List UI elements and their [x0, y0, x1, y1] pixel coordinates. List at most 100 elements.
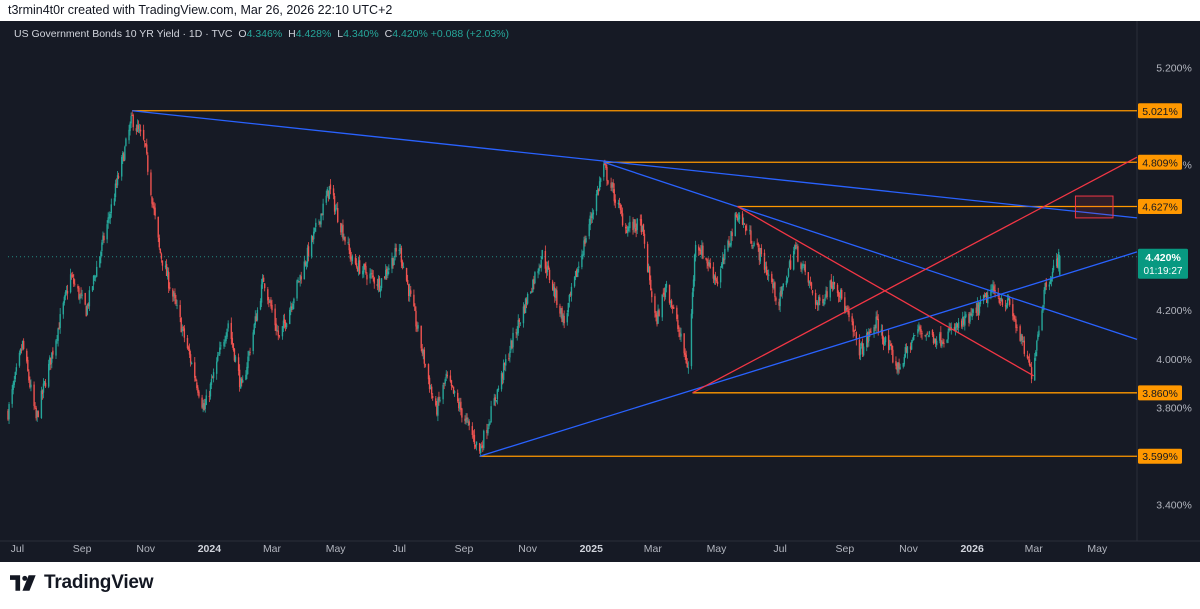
candle-down: [934, 338, 937, 344]
y-tick-label: 3.800%: [1156, 402, 1192, 414]
chart-panel[interactable]: 5.200%4.800%4.200%4.000%3.800%3.400%JulS…: [0, 21, 1200, 562]
candle-down: [676, 307, 678, 320]
candle-down: [356, 267, 359, 272]
candle-up: [719, 269, 722, 283]
candle-up: [92, 275, 95, 285]
candle-down: [27, 359, 29, 371]
candle-up: [534, 272, 536, 283]
candle-up: [824, 297, 826, 302]
candle-up: [205, 395, 207, 405]
candle-up: [36, 410, 38, 417]
candle-down: [158, 237, 160, 248]
candle-up: [913, 335, 915, 341]
candle-down: [683, 333, 685, 354]
candle-up: [1055, 258, 1058, 267]
candle-down: [775, 297, 777, 301]
candle-up: [941, 342, 943, 347]
candle-down: [355, 263, 358, 267]
candle-down: [327, 190, 330, 198]
candle-down: [146, 144, 148, 154]
candle-down: [836, 284, 839, 294]
candle-up: [445, 373, 447, 378]
candle-down: [569, 293, 572, 296]
level-price-label: 5.021%: [1142, 106, 1178, 118]
candle-up: [962, 316, 964, 326]
candle-down: [474, 444, 477, 447]
candle-up: [990, 289, 992, 296]
candle-up: [734, 213, 736, 237]
candle-down: [137, 125, 140, 129]
candle-down: [559, 305, 561, 314]
candle-up: [906, 346, 909, 354]
x-tick-label: May: [1087, 543, 1108, 555]
candle-up: [326, 189, 328, 197]
candle-down: [344, 236, 346, 242]
last-price-label: 4.420%: [1145, 252, 1181, 264]
candle-down: [822, 299, 824, 304]
candle-up: [62, 302, 65, 315]
candle-up: [992, 284, 994, 291]
candle-up: [129, 123, 131, 132]
candle-up: [47, 363, 50, 387]
candle-up: [669, 301, 672, 303]
candle-down: [940, 332, 942, 346]
candle-down: [283, 319, 286, 323]
candle-down: [278, 335, 280, 337]
candle-down: [436, 405, 438, 415]
candle-up: [918, 326, 920, 330]
candle-down: [503, 362, 506, 365]
candle-up: [691, 292, 694, 314]
candle-up: [991, 289, 993, 291]
candle-up: [519, 322, 522, 324]
candle-up: [94, 276, 97, 278]
candle-down: [249, 351, 251, 353]
level-price-label: 3.599%: [1142, 451, 1178, 463]
candle-up: [385, 269, 387, 279]
brand-footer[interactable]: TradingView: [10, 572, 154, 594]
candle-up: [322, 203, 324, 216]
candle-down: [706, 259, 708, 264]
bar-countdown-label: 01:19:27: [1144, 266, 1183, 277]
candle-up: [256, 309, 259, 321]
candle-up: [971, 313, 973, 318]
candle-up: [510, 340, 512, 351]
candle-up: [629, 221, 631, 229]
candle-down: [443, 383, 445, 385]
candle-down: [518, 319, 520, 322]
candle-down: [760, 247, 763, 255]
candle-down: [147, 155, 149, 172]
candle-down: [386, 268, 388, 274]
red-trendline: [692, 156, 1138, 394]
candle-up: [110, 204, 113, 214]
candle-up: [866, 333, 868, 348]
candle-up: [687, 367, 690, 369]
candle-down: [405, 268, 408, 281]
candle-up: [661, 294, 663, 318]
candle-down: [670, 300, 673, 308]
candle-down: [85, 306, 87, 317]
candle-down: [515, 332, 517, 334]
candle-up: [21, 340, 24, 349]
candle-down: [870, 331, 872, 333]
candle-down: [723, 259, 725, 261]
candle-up: [49, 357, 51, 365]
candle-down: [337, 208, 339, 222]
candle-down: [575, 270, 578, 277]
candle-down: [1014, 318, 1016, 320]
candle-down: [1013, 315, 1015, 320]
y-tick-label: 4.200%: [1156, 305, 1192, 317]
level-price-label: 4.809%: [1142, 157, 1178, 169]
x-tick-label: Nov: [518, 543, 537, 555]
candle-down: [34, 406, 36, 408]
candle-down: [819, 297, 821, 301]
candle-down: [746, 229, 748, 231]
candle-up: [1020, 334, 1022, 341]
candle-down: [953, 327, 956, 331]
candle-down: [139, 129, 142, 132]
price-chart[interactable]: 5.200%4.800%4.200%4.000%3.800%3.400%JulS…: [0, 21, 1200, 562]
candle-down: [275, 323, 277, 332]
candle-down: [103, 235, 105, 241]
candle-up: [102, 235, 104, 242]
candle-down: [650, 279, 652, 291]
candle-down: [73, 278, 75, 284]
